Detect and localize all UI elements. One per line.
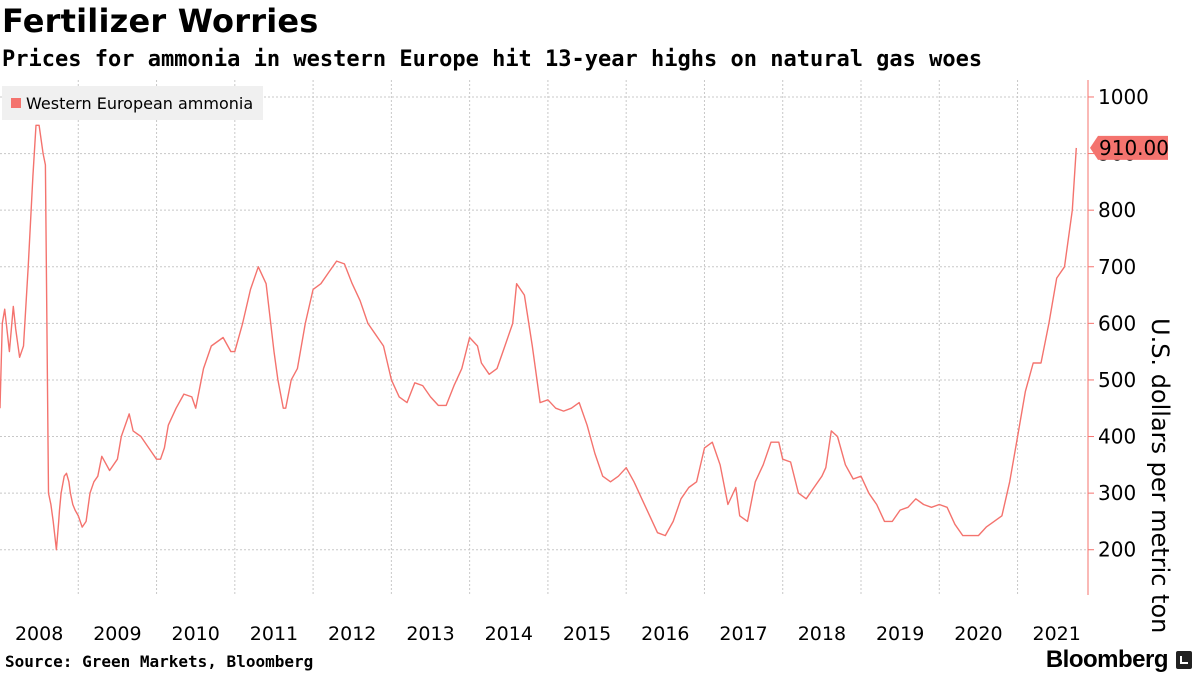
x-tick-label: 2010 — [172, 623, 220, 645]
y-tick-label: 200 — [1098, 538, 1136, 562]
x-tick-label: 2018 — [798, 623, 846, 645]
x-tick-label: 2011 — [250, 623, 298, 645]
legend: Western European ammonia — [2, 86, 263, 120]
chart-title: Fertilizer Worries — [2, 2, 319, 40]
last-value-label: 910.00 — [1099, 136, 1169, 160]
y-tick-label: 600 — [1098, 311, 1136, 335]
x-tick-label: 2021 — [1033, 623, 1081, 645]
x-tick-label: 2012 — [328, 623, 376, 645]
gridlines — [0, 80, 1088, 595]
y-tick-label: 800 — [1098, 198, 1136, 222]
x-tick-label: 2014 — [485, 623, 533, 645]
y-tick-label: 300 — [1098, 481, 1136, 505]
chart-subtitle: Prices for ammonia in western Europe hit… — [2, 47, 983, 72]
last-value-marker: 910.00 — [1090, 135, 1169, 160]
y-tick-label: 700 — [1098, 255, 1136, 279]
x-tick-label: 2013 — [406, 623, 454, 645]
x-tick-label: 2015 — [563, 623, 611, 645]
brand-logo: Bloomberg — [1045, 646, 1169, 673]
y-tick-label: 1000 — [1098, 85, 1149, 109]
legend-label: Western European ammonia — [26, 93, 254, 113]
last-value-badge — [1090, 135, 1168, 160]
y-axis: 2003004005006007008009001000 — [1087, 80, 1149, 595]
x-tick-label: 2008 — [15, 623, 63, 645]
source-note: Source: Green Markets, Bloomberg — [5, 652, 314, 671]
y-tick-label: 500 — [1098, 368, 1136, 392]
x-tick-label: 2019 — [876, 623, 924, 645]
bloomberg-icon — [1176, 651, 1192, 669]
series-line-western-european-ammonia — [0, 124, 1077, 551]
series-layer — [0, 124, 1077, 551]
x-tick-label: 2020 — [954, 623, 1002, 645]
x-tick-label: 2017 — [719, 623, 767, 645]
y-tick-label: 400 — [1098, 425, 1136, 449]
x-tick-label: 2016 — [641, 623, 689, 645]
x-tick-label: 2009 — [93, 623, 141, 645]
x-axis-labels: 2008 2009 2010 2011 2012 2013 2014 2015 2016 2017… — [15, 623, 1081, 645]
y-axis-title: U.S. dollars per metric ton — [1146, 318, 1174, 634]
legend-swatch — [11, 98, 21, 108]
